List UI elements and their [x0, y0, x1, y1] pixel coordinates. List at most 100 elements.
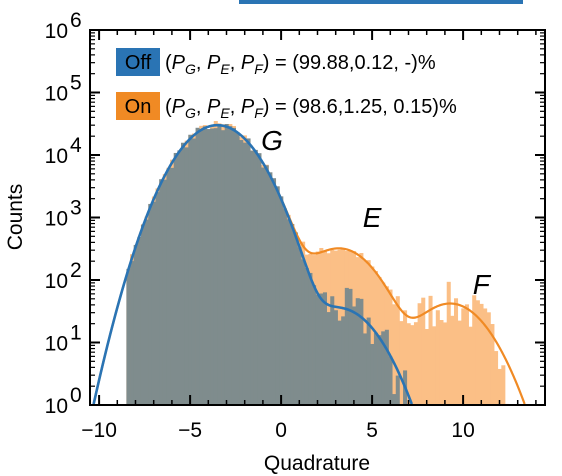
y-tick-label: 10 — [45, 83, 68, 106]
y-tick-label: 10 — [45, 20, 68, 43]
x-tick-label: −10 — [81, 419, 117, 442]
histogram-bar — [166, 169, 171, 405]
histogram-bar — [454, 298, 459, 405]
peak-annotations: G E F — [261, 125, 492, 300]
histogram-bar — [355, 298, 360, 405]
histogram-bar — [184, 147, 189, 405]
histogram-bar — [235, 132, 240, 405]
histogram-bar — [395, 375, 400, 405]
histogram-bar — [439, 320, 444, 405]
histogram-bar — [468, 326, 473, 405]
histogram-bar — [428, 295, 433, 405]
histogram-bar — [206, 129, 211, 405]
histogram-bar — [315, 294, 320, 405]
histogram-bar — [290, 224, 295, 405]
histogram-bar — [130, 261, 135, 405]
histogram-bar — [417, 303, 422, 405]
histogram-bar — [395, 296, 400, 405]
histogram-bar — [293, 232, 298, 405]
x-tick-label: 5 — [366, 419, 378, 442]
histogram-bar — [392, 304, 397, 405]
legend-on-swatch — [116, 92, 160, 120]
histogram-bar — [261, 167, 266, 405]
histogram-bar — [173, 152, 178, 405]
histogram-bar — [144, 219, 149, 405]
y-tick-label: 10 — [45, 208, 68, 231]
x-axis-label: Quadrature — [264, 452, 370, 475]
y-tick-label: 10 — [45, 145, 68, 168]
histogram-bar — [490, 324, 495, 405]
histogram-bar — [301, 259, 306, 405]
histogram-bar — [286, 219, 291, 405]
legend-on-label: On — [125, 96, 152, 118]
histogram-bar — [446, 281, 451, 405]
histogram-bar — [399, 321, 404, 405]
histogram-bar — [199, 129, 204, 405]
histogram-bar — [210, 128, 215, 405]
plot-area — [92, 121, 526, 406]
histogram-bar — [388, 356, 393, 405]
y-tick-exponent: 2 — [70, 259, 82, 282]
histogram-bar — [202, 126, 207, 405]
histogram-bar — [330, 296, 335, 405]
y-axis-label: Counts — [4, 184, 27, 251]
histogram-bar — [304, 267, 309, 405]
histogram-bar — [155, 192, 160, 405]
histogram-bar — [140, 224, 145, 405]
histogram-bar — [195, 127, 200, 405]
x-tick-label: 0 — [275, 419, 287, 442]
histogram-bar — [377, 335, 382, 405]
histogram-bar — [126, 268, 131, 405]
legend-off-swatch — [116, 48, 160, 76]
y-tick-exponent: 0 — [70, 384, 82, 407]
peak-label-g: G — [261, 125, 283, 156]
histogram-bar — [363, 260, 368, 405]
histogram-bar — [432, 326, 437, 405]
histogram-bar — [475, 300, 480, 405]
histogram-bar — [497, 368, 502, 405]
histogram-bar — [435, 310, 440, 405]
histogram-bar — [242, 142, 247, 405]
legend-off-label: Off — [125, 52, 152, 74]
histogram-bar — [170, 167, 175, 405]
histogram-bar — [177, 150, 182, 405]
y-tick-label: 10 — [45, 270, 68, 293]
histogram-bar — [337, 320, 342, 405]
histogram-bar — [213, 128, 218, 405]
x-axis-ticks: −10 −5 0 5 10 — [81, 30, 537, 442]
y-tick-exponent: 1 — [70, 322, 82, 345]
histogram-bar — [501, 365, 506, 405]
histogram-bar — [413, 322, 418, 405]
histogram-bar — [381, 331, 386, 405]
off-fit-curve — [92, 123, 413, 405]
histogram-bar — [239, 140, 244, 406]
histogram-bar — [231, 127, 236, 406]
histogram-bar — [392, 394, 397, 405]
histogram-bar — [384, 329, 389, 405]
legend-item-off: Off (PG, PE, PF) = (99.88,0.12, -)% — [116, 48, 436, 77]
histogram-bar — [348, 288, 353, 405]
histogram-bar — [388, 289, 393, 405]
histogram-bar — [421, 297, 426, 405]
histogram-bar — [191, 138, 196, 406]
histogram-bar — [344, 287, 349, 405]
histogram-bar — [137, 236, 142, 405]
histogram-bar — [250, 150, 255, 405]
histogram-bar — [443, 322, 448, 405]
histogram-bar — [363, 333, 368, 405]
peak-label-e: E — [363, 202, 382, 233]
histogram-bar — [322, 292, 327, 405]
histogram-bar — [181, 142, 186, 406]
histogram-bar — [312, 285, 317, 405]
x-tick-label: 10 — [451, 419, 474, 442]
y-tick-exponent: 3 — [70, 197, 82, 220]
y-tick-label: 10 — [45, 333, 68, 356]
peak-label-f: F — [473, 269, 492, 300]
legend-on-text: (PG, PE, PF) = (98.6,1.25, 0.15)% — [165, 96, 457, 121]
histogram-bar — [461, 308, 466, 405]
histogram-bar — [341, 316, 346, 405]
histogram-bar — [450, 315, 455, 405]
histogram-bar — [370, 266, 375, 405]
top-bar-decoration — [239, 0, 523, 4]
